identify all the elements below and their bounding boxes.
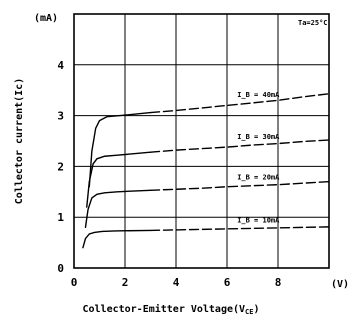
series-label: I_B = 10mA bbox=[237, 216, 280, 224]
series-curve-knee bbox=[86, 151, 152, 208]
series-curve bbox=[149, 226, 330, 232]
x-tick-label: 2 bbox=[122, 276, 129, 289]
x-tick-label: 4 bbox=[173, 276, 180, 289]
temperature-annotation: Ta=25°C bbox=[298, 19, 328, 27]
grid bbox=[74, 14, 329, 268]
series-label: I_B = 20mA bbox=[237, 174, 280, 182]
x-axis-label-main: Collector-Emitter Voltage(V bbox=[82, 303, 245, 315]
series-label: I_B = 30mA bbox=[237, 133, 280, 141]
series-curve bbox=[149, 93, 330, 114]
y-tick-label: 3 bbox=[57, 110, 64, 123]
series-curve bbox=[149, 180, 330, 191]
series-curve-knee bbox=[84, 189, 152, 229]
series-label: I_B = 40mA bbox=[237, 91, 280, 99]
y-tick-label: 1 bbox=[57, 211, 64, 224]
x-tick-label: 0 bbox=[71, 276, 78, 289]
x-unit-label: (V) bbox=[331, 279, 349, 290]
y-tick-label: 0 bbox=[57, 262, 64, 275]
y-axis-label: Collector current(Ic) bbox=[14, 78, 25, 204]
series-curve bbox=[149, 139, 330, 153]
series-curve-knee bbox=[88, 111, 152, 188]
x-tick-label: 6 bbox=[224, 276, 231, 289]
plot-frame bbox=[73, 13, 330, 269]
y-tick-label: 4 bbox=[57, 59, 64, 72]
x-axis-label: Collector-Emitter Voltage(VCE) bbox=[82, 303, 259, 316]
y-tick-label: 2 bbox=[57, 160, 64, 173]
x-axis-label-close: ) bbox=[253, 304, 259, 315]
series-curve-knee bbox=[82, 229, 152, 249]
x-axis-label-subscript: CE bbox=[245, 308, 253, 316]
curves bbox=[82, 93, 330, 249]
x-tick-label: 8 bbox=[275, 276, 282, 289]
ticks: 0 2 4 6 8 0 1 2 3 4 bbox=[57, 59, 281, 289]
series-labels: I_B = 40mA I_B = 30mA I_B = 20mA I_B = 10mA bbox=[237, 91, 280, 224]
y-unit-label: (mA) bbox=[34, 13, 58, 24]
